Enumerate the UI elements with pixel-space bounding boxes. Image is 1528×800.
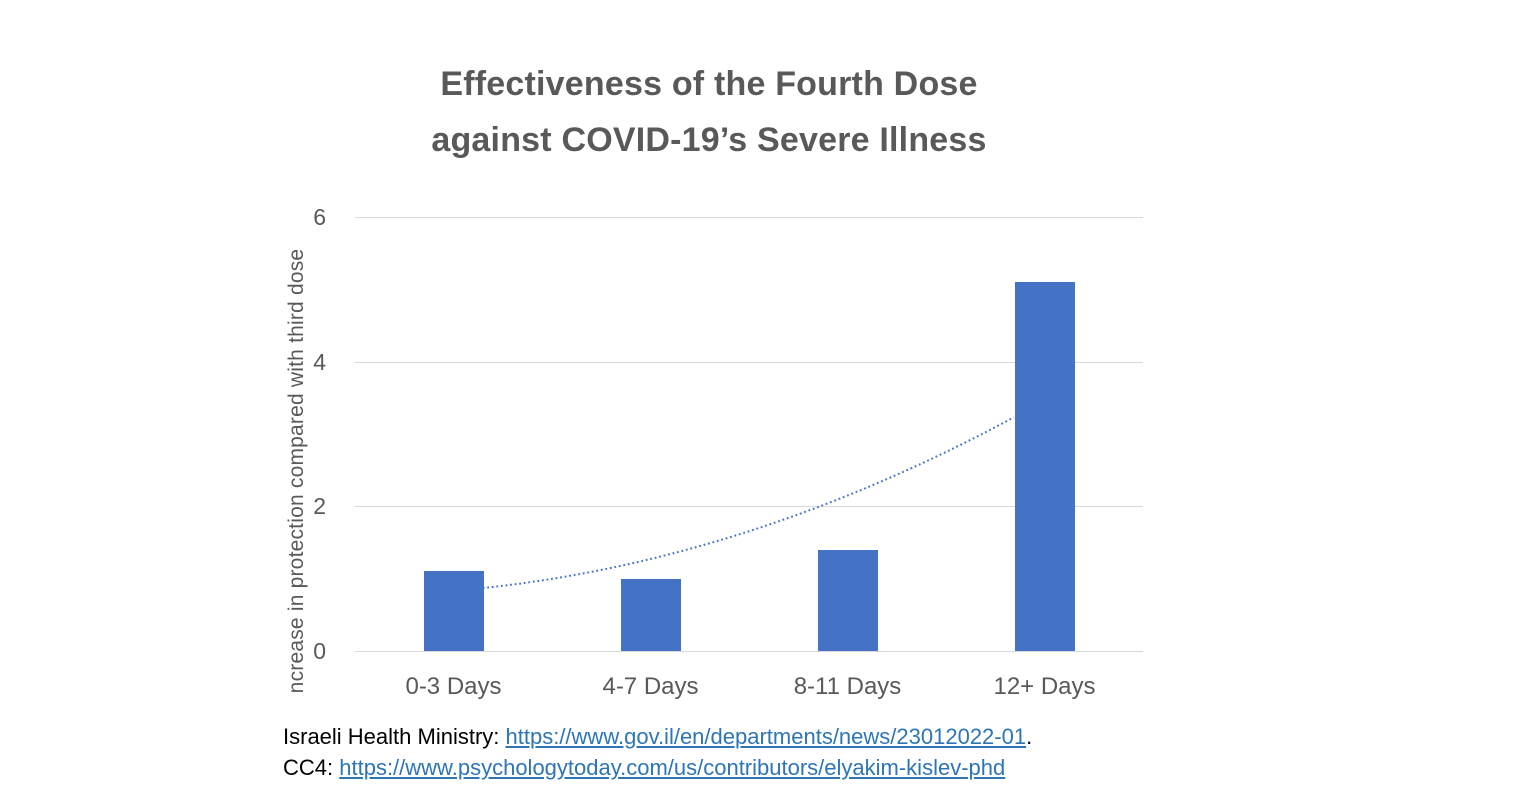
gridline-y-4 bbox=[355, 361, 1143, 363]
trendline bbox=[482, 416, 1015, 590]
y-tick-label-0: 0 bbox=[313, 638, 326, 664]
footer-link-www-gov-il[interactable]: https://www.gov.il/en/departments/news/2… bbox=[505, 724, 1027, 749]
footer-text: Israeli Health Ministry: bbox=[283, 724, 506, 749]
bar-8-11-days bbox=[817, 549, 878, 651]
chart-title-line2: against COVID-19’s Severe Illness bbox=[431, 121, 987, 159]
chart-title-line1: Effectiveness of the Fourth Dose bbox=[440, 65, 978, 103]
bar-0-3-days bbox=[423, 571, 484, 651]
gridline-y-0 bbox=[355, 651, 1143, 652]
source-line-2: CC4: https://www.psychologytoday.com/us/… bbox=[283, 752, 1032, 783]
plot-area bbox=[355, 217, 1143, 652]
trendline-path bbox=[482, 416, 1015, 590]
chart-title: Effectiveness of the Fourth Dose against… bbox=[199, 56, 1219, 168]
source-line-1: Israeli Health Ministry: https://www.gov… bbox=[283, 721, 1032, 752]
x-tick-label-4-7-days: 4-7 Days bbox=[602, 673, 699, 700]
bar-12-days bbox=[1014, 282, 1075, 651]
footer-link-www-psychologytoday-com[interactable]: https://www.psychologytoday.com/us/contr… bbox=[339, 755, 1006, 780]
y-tick-label-4: 4 bbox=[313, 348, 326, 375]
gridline-y-2 bbox=[355, 506, 1143, 508]
x-tick-label-8-11-days: 8-11 Days bbox=[793, 673, 902, 700]
y-tick-label-6: 6 bbox=[313, 204, 326, 230]
footer-text: . bbox=[1026, 724, 1033, 749]
x-tick-label-0-3-days: 0-3 Days bbox=[405, 673, 502, 700]
footer-text: CC4: bbox=[283, 755, 340, 780]
source-footer: Israeli Health Ministry: https://www.gov… bbox=[283, 721, 1032, 783]
gridline-y-6 bbox=[355, 217, 1143, 218]
y-tick-label-2: 2 bbox=[313, 493, 326, 520]
x-tick-label-12-days: 12+ Days bbox=[993, 673, 1096, 700]
bar-4-7-days bbox=[620, 578, 681, 651]
